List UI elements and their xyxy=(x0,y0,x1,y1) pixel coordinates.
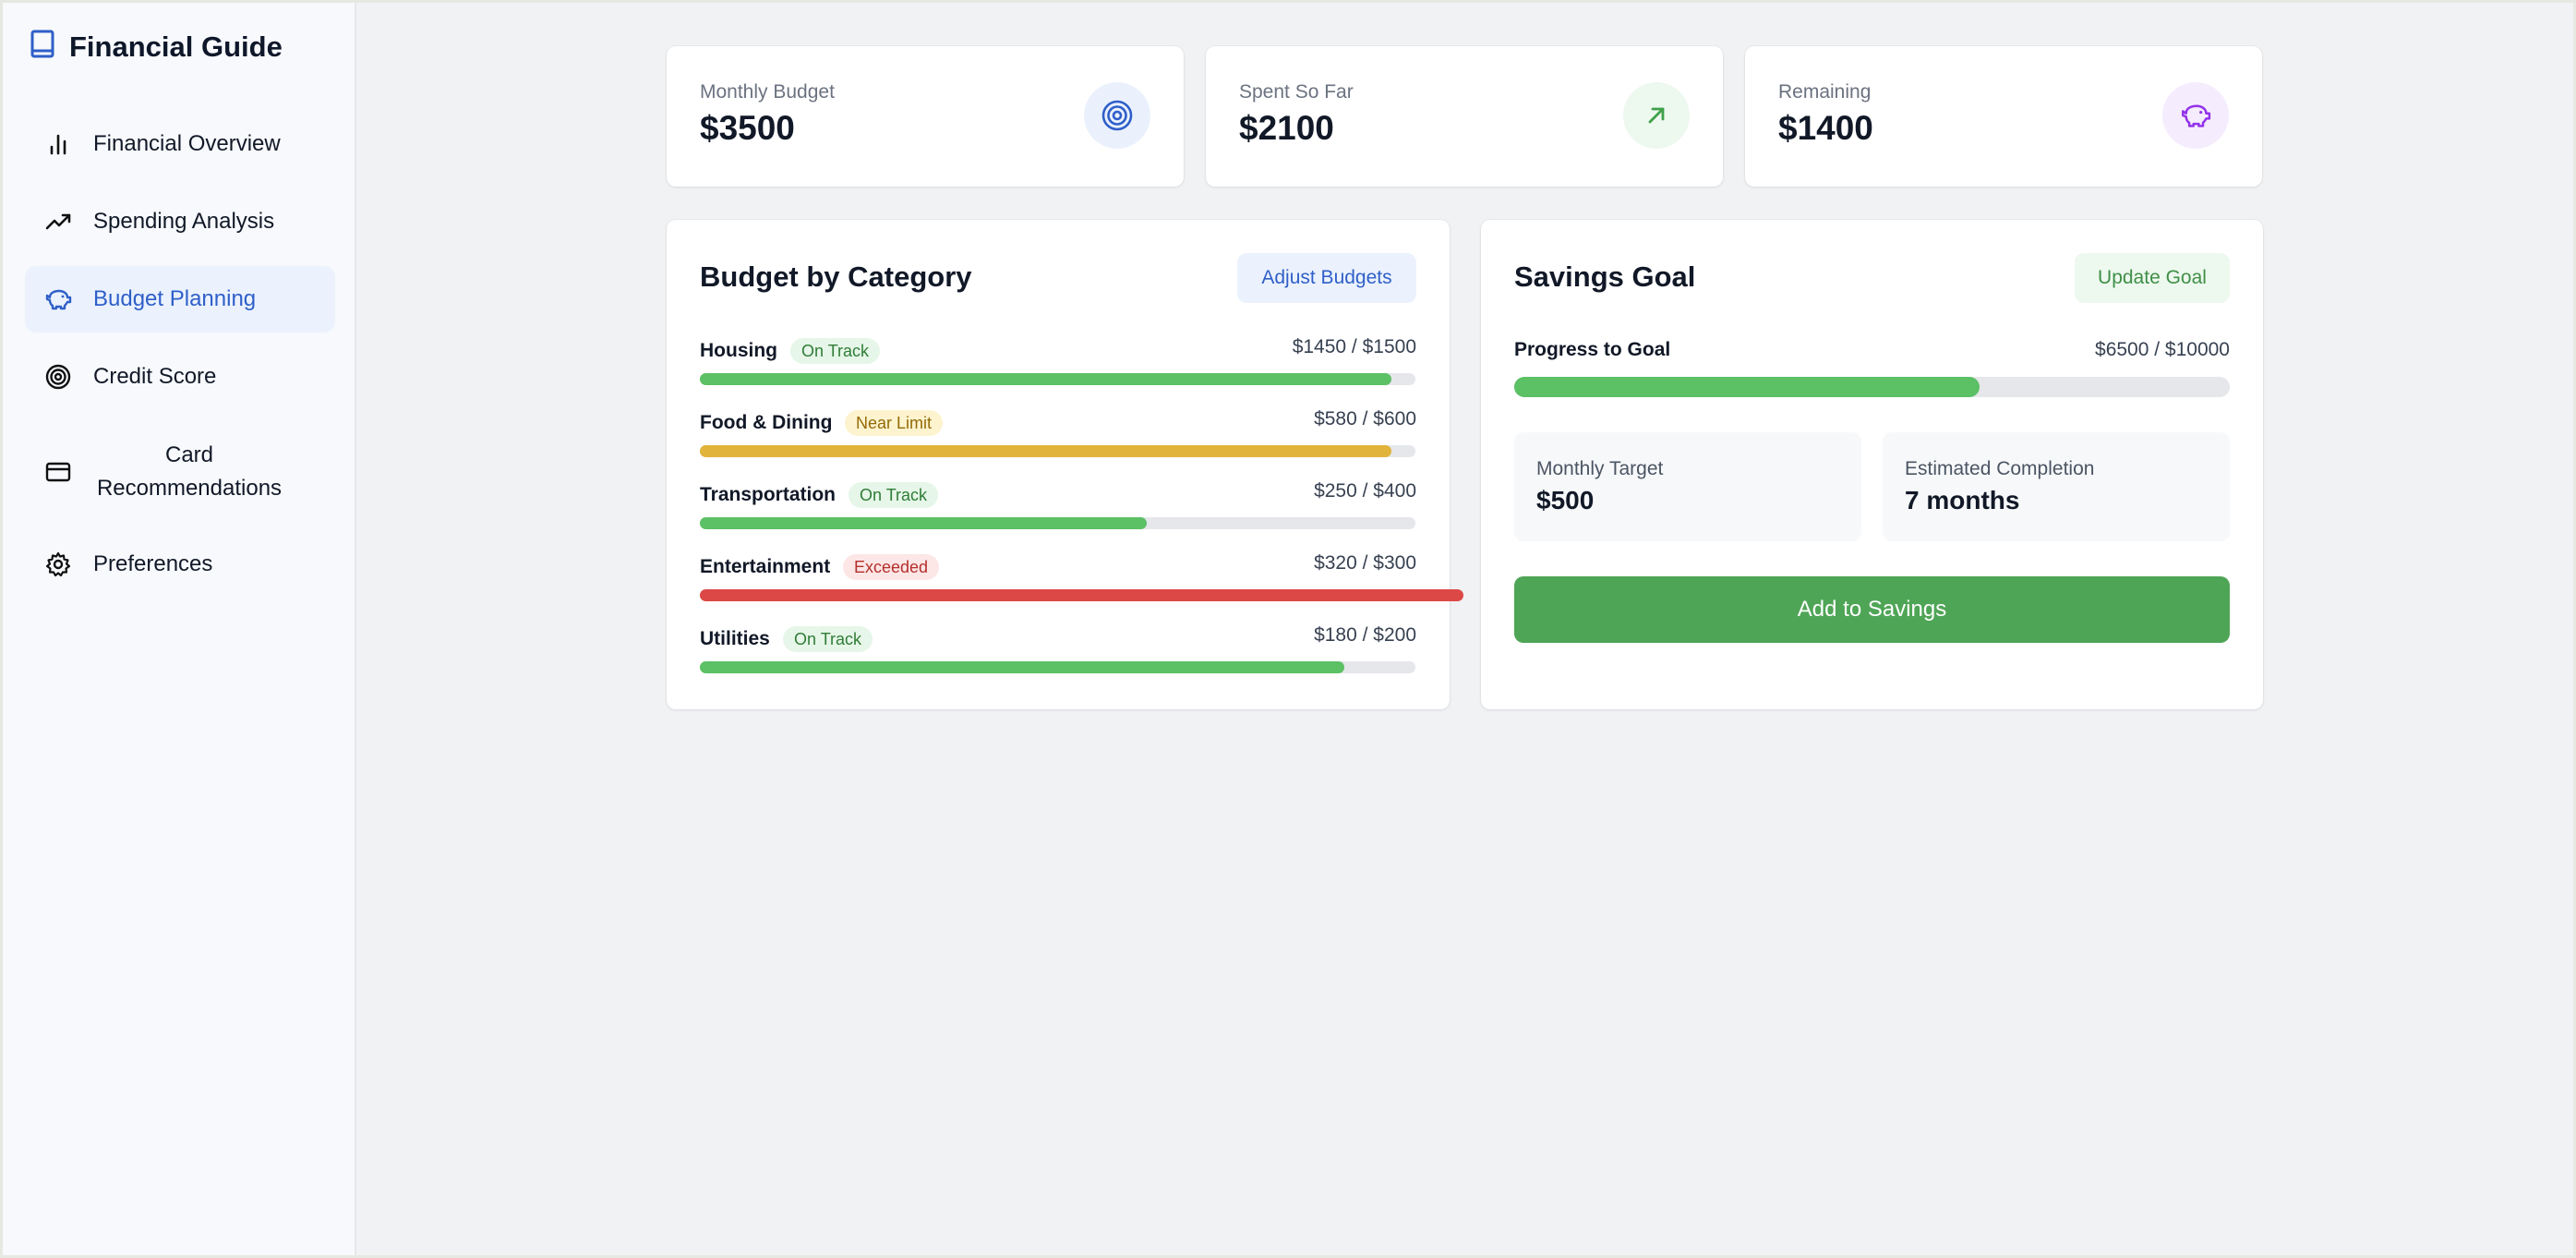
category-name: Food & Dining xyxy=(700,412,833,433)
budget-by-category-card: Budget by Category Adjust Budgets Housin… xyxy=(667,220,1463,709)
nav-label: Spending Analysis xyxy=(93,209,275,234)
gear-icon xyxy=(43,550,73,579)
category-progress-fill xyxy=(700,661,1344,673)
update-goal-button[interactable]: Update Goal xyxy=(2075,253,2230,303)
nav-label: Budget Planning xyxy=(93,286,257,311)
nav-label: Credit Score xyxy=(93,364,217,389)
stat-label: Remaining xyxy=(1778,81,1872,103)
nav-financial-overview[interactable]: Financial Overview xyxy=(25,111,335,177)
monthly-target-box: Monthly Target $500 xyxy=(1514,432,1861,541)
nav-credit-score[interactable]: Credit Score xyxy=(25,344,335,410)
savings-progress-fill xyxy=(1514,377,1980,397)
progress-label: Progress to Goal xyxy=(1514,339,1671,360)
status-badge: Exceeded xyxy=(843,554,940,580)
stat-value: $3500 xyxy=(700,109,795,147)
stat-value: $1400 xyxy=(1778,109,1873,147)
adjust-budgets-button[interactable]: Adjust Budgets xyxy=(1237,253,1416,303)
arrow-up-right-icon xyxy=(1623,82,1690,149)
savings-progress-track xyxy=(1514,377,2230,397)
category-progress-fill xyxy=(700,517,1147,529)
stat-card-remaining: Remaining $1400 xyxy=(1745,46,2262,187)
nav-label: Card Recommendations xyxy=(96,442,283,501)
category-name: Transportation xyxy=(700,484,837,505)
category-amount: $1450 / $1500 xyxy=(1292,336,1416,357)
category-progress-fill xyxy=(700,373,1391,385)
stat-card-spent-so-far: Spent So Far $2100 xyxy=(1206,46,1723,187)
nav-label: Financial Overview xyxy=(93,131,281,156)
category-progress-fill xyxy=(700,445,1391,457)
estimated-completion-label: Estimated Completion xyxy=(1905,458,2095,479)
nav-spending-analysis[interactable]: Spending Analysis xyxy=(25,188,335,255)
trending-up-icon xyxy=(43,207,73,236)
main-content: Monthly Budget $3500 Spent So Far $2100 … xyxy=(356,3,2573,1255)
category-amount: $320 / $300 xyxy=(1314,552,1416,574)
status-badge: On Track xyxy=(783,626,873,652)
category-name: Entertainment xyxy=(700,556,831,577)
status-badge: On Track xyxy=(849,482,939,508)
category-name: Housing xyxy=(700,340,777,361)
progress-amount: $6500 / $10000 xyxy=(2095,339,2230,360)
target-icon xyxy=(43,362,73,392)
target-icon xyxy=(1084,82,1150,149)
monthly-target-value: $500 xyxy=(1536,486,1595,514)
app-title: Financial Guide xyxy=(69,30,283,63)
category-amount: $180 / $200 xyxy=(1314,624,1416,646)
category-amount: $250 / $400 xyxy=(1314,480,1416,502)
category-progress-fill xyxy=(700,589,1463,601)
estimated-completion-value: 7 months xyxy=(1905,486,2020,514)
savings-goal-card: Savings Goal Update Goal Progress to Goa… xyxy=(1481,220,2263,709)
status-badge: On Track xyxy=(790,338,881,364)
status-badge: Near Limit xyxy=(845,410,944,436)
stat-label: Spent So Far xyxy=(1239,81,1354,103)
book-icon xyxy=(29,29,56,65)
nav-label: Preferences xyxy=(93,551,213,576)
piggy-bank-icon xyxy=(43,284,73,314)
category-name: Utilities xyxy=(700,628,770,649)
estimated-completion-box: Estimated Completion 7 months xyxy=(1883,432,2230,541)
nav-preferences[interactable]: Preferences xyxy=(25,531,335,598)
add-to-savings-button[interactable]: Add to Savings xyxy=(1514,576,2230,643)
brand: Financial Guide xyxy=(29,29,283,65)
monthly-target-label: Monthly Target xyxy=(1536,458,1664,479)
card-title: Budget by Category xyxy=(700,260,972,293)
card-title: Savings Goal xyxy=(1514,260,1696,293)
stat-value: $2100 xyxy=(1239,109,1334,147)
credit-card-icon xyxy=(43,457,73,487)
sidebar: Financial Guide Financial Overview Spend… xyxy=(3,3,356,1255)
nav-card-recommendations[interactable]: Card Recommendations xyxy=(25,431,335,513)
stat-label: Monthly Budget xyxy=(700,81,835,103)
piggy-bank-icon xyxy=(2162,82,2229,149)
stat-card-monthly-budget: Monthly Budget $3500 xyxy=(667,46,1184,187)
bar-chart-icon xyxy=(43,129,73,159)
category-amount: $580 / $600 xyxy=(1314,408,1416,429)
nav-budget-planning[interactable]: Budget Planning xyxy=(25,266,335,333)
